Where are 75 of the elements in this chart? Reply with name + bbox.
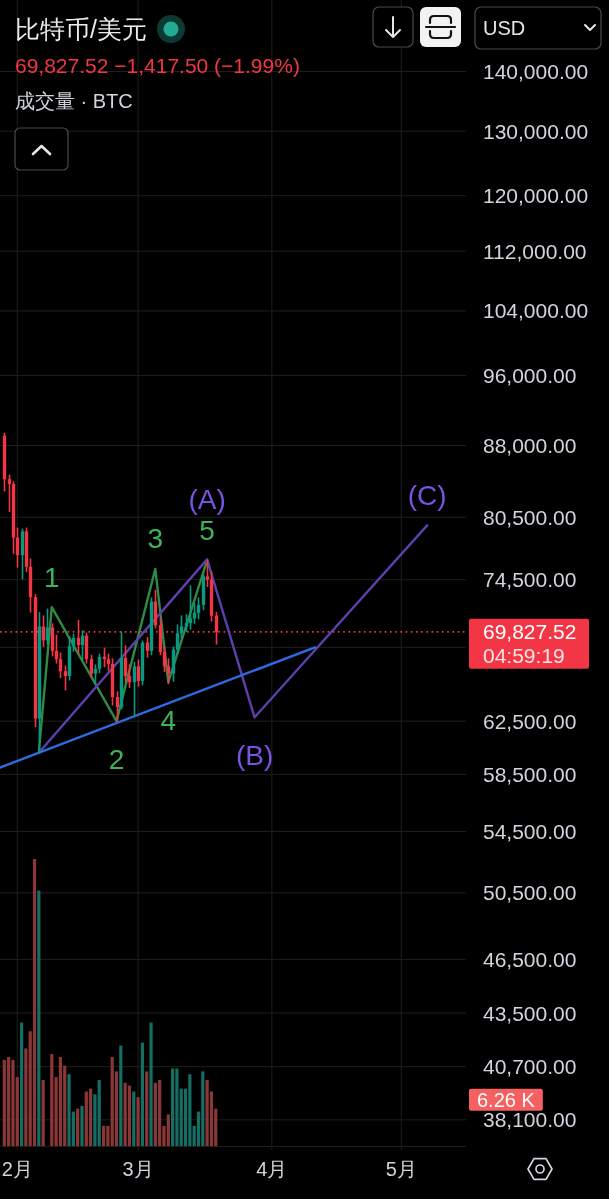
y-tick-label: 38,100.00 [483,1108,577,1132]
candlestick [166,658,171,685]
bar [101,1125,106,1146]
annotation: 5 [199,514,215,546]
bar [188,1074,192,1146]
y-tick-label: 43,500.00 [483,1001,577,1025]
y-tick-label: 54,500.00 [483,819,577,843]
annotation: (A) [188,483,226,515]
ref-line-label: 69,827.52 [483,620,577,644]
bar [205,1079,209,1146]
bar [50,1054,54,1146]
y-tick-label: 74,500.00 [483,568,577,592]
y-tick-label: 140,000.00 [483,60,589,84]
annotation: (C) [407,479,447,511]
bar [84,1091,88,1146]
bar [149,1022,153,1146]
y-tick-label: 120,000.00 [483,184,589,208]
bar [106,1125,110,1146]
y-tick-label: 62,500.00 [483,709,577,733]
candlestick [7,474,12,513]
bar [37,890,41,1146]
annotation: 1 [43,561,60,593]
annotation: (B) [235,739,274,771]
bar [136,1097,140,1146]
bar [58,1057,63,1146]
text: 6.26 K [477,1088,536,1111]
chart-title: 成交量 · BTC [15,90,133,112]
annotation: 2 [108,743,125,775]
bar [11,1059,15,1146]
candlestick [175,624,180,655]
bar [201,1071,205,1146]
text: 比特币/美元 [15,15,147,43]
y-axis-title: USD [483,17,526,39]
annotation: 3 [147,523,164,555]
y-tick-label: 58,500.00 [483,762,577,786]
bar [89,1088,93,1146]
candlestick [188,585,193,630]
bar [158,1079,162,1146]
candlestick [179,615,184,639]
x-tick-label: 3月 [122,1158,154,1180]
y-tick-label: 88,000.00 [483,434,577,458]
bar [67,1074,71,1146]
y-tick-label: 46,500.00 [483,947,577,971]
bar [2,1059,6,1146]
bar [110,1057,114,1146]
bar [19,1022,24,1146]
y-tick-label: 112,000.00 [483,239,587,263]
x-tick-label: 4月 [256,1158,288,1180]
bar [140,1042,144,1146]
y-tick-label: 50,500.00 [483,881,577,905]
text: 04:59:19 [483,644,565,668]
y-tick-label: 96,000.00 [483,363,577,387]
bar [153,1082,157,1146]
candlestick [89,654,94,679]
y-tick-label: 40,700.00 [483,1055,577,1079]
annotation: 4 [160,704,177,736]
bar [166,1114,170,1146]
bar [7,1057,11,1146]
candlestick [136,659,141,687]
bar [24,1048,28,1146]
y-tick-label: 80,500.00 [483,505,577,529]
bar [97,1079,101,1146]
bar [41,1079,45,1146]
bar [32,859,37,1146]
text: 69,827.52 −1,417.50 (−1.99%) [15,53,300,77]
candlestick [205,559,210,587]
y-tick-label: 104,000.00 [483,299,589,323]
bar [76,1108,80,1146]
bar [145,1071,149,1146]
y-tick-label: 130,000.00 [483,119,589,143]
x-tick-label: 2月 [1,1158,33,1180]
bar [175,1068,179,1146]
x-tick-label: 5月 [385,1158,417,1180]
bar [80,1105,84,1146]
bar [170,1068,175,1146]
